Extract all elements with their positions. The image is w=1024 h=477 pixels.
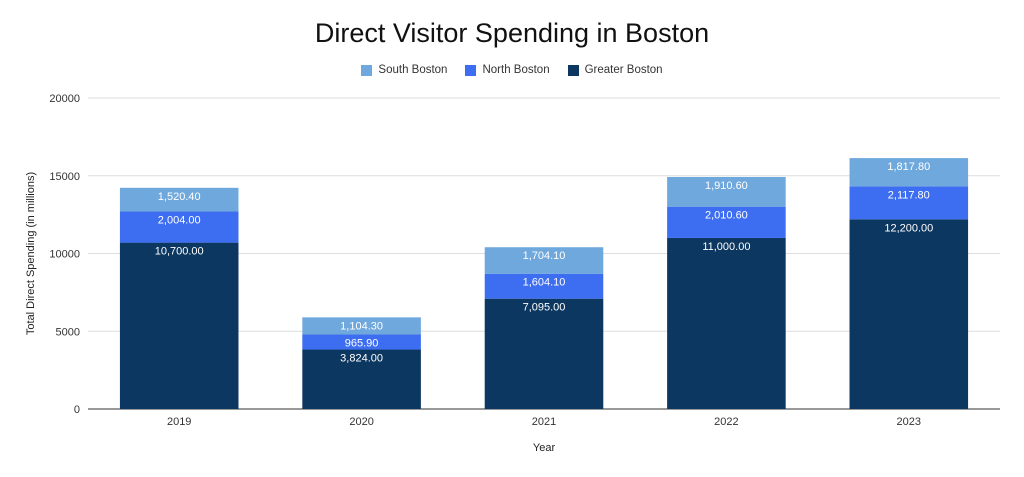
legend-item-greater-boston: Greater Boston bbox=[567, 64, 663, 76]
x-tick-label: 2019 bbox=[167, 416, 191, 428]
data-label-greater-boston: 11,000.00 bbox=[702, 241, 750, 253]
x-tick-label: 2022 bbox=[714, 416, 738, 428]
legend-label-north-boston: North Boston bbox=[482, 64, 550, 76]
legend-label-greater-boston: Greater Boston bbox=[584, 64, 663, 76]
data-label-south-boston: 1,520.40 bbox=[158, 191, 201, 203]
data-label-north-boston: 2,117.80 bbox=[888, 189, 930, 201]
legend-swatch-north-boston bbox=[465, 64, 477, 76]
bar-segment-north-boston bbox=[119, 211, 239, 243]
y-tick-label: 20000 bbox=[49, 93, 80, 105]
bar-segment-greater-boston bbox=[849, 219, 969, 409]
bar-segment-south-boston bbox=[302, 317, 421, 335]
data-label-south-boston: 1,910.60 bbox=[705, 180, 748, 192]
bar-segment-south-boston bbox=[484, 247, 604, 274]
legend-label-south-boston: South Boston bbox=[378, 64, 448, 76]
bar-segment-north-boston bbox=[302, 334, 421, 350]
bar-segment-greater-boston bbox=[119, 242, 239, 409]
legend-swatch-south-boston bbox=[361, 64, 373, 76]
data-label-greater-boston: 12,200.00 bbox=[884, 222, 933, 234]
x-tick-label: 2020 bbox=[349, 416, 373, 428]
data-label-south-boston: 1,104.30 bbox=[340, 320, 383, 332]
legend: South Boston North Boston Greater Boston bbox=[0, 64, 1024, 76]
y-tick-label: 5000 bbox=[56, 326, 80, 338]
chart-title: Direct Visitor Spending in Boston bbox=[314, 18, 710, 48]
data-label-greater-boston: 3,824.00 bbox=[340, 353, 383, 365]
bar-segment-north-boston bbox=[849, 186, 969, 220]
data-label-north-boston: 2,004.00 bbox=[158, 214, 201, 226]
bar-segment-north-boston bbox=[667, 206, 786, 238]
y-axis-title: Total Direct Spending (in millions) bbox=[25, 172, 37, 335]
data-label-north-boston: 1,604.10 bbox=[523, 277, 566, 289]
bar-segment-south-boston bbox=[667, 176, 786, 207]
data-label-south-boston: 1,817.80 bbox=[887, 161, 930, 173]
legend-swatch-greater-boston bbox=[567, 64, 579, 76]
data-label-north-boston: 965.90 bbox=[345, 338, 379, 350]
legend-item-south-boston: South Boston bbox=[361, 64, 447, 76]
y-tick-label: 10000 bbox=[49, 249, 80, 261]
x-tick-label: 2023 bbox=[897, 416, 921, 428]
y-tick-label: 15000 bbox=[49, 171, 80, 183]
data-label-north-boston: 2,010.60 bbox=[705, 210, 748, 222]
legend-item-north-boston: North Boston bbox=[465, 64, 550, 76]
bar-segment-south-boston bbox=[119, 187, 239, 212]
data-label-greater-boston: 7,095.00 bbox=[523, 302, 566, 314]
bar-segment-north-boston bbox=[484, 273, 604, 299]
bar-segment-greater-boston bbox=[484, 298, 604, 409]
x-axis-title: Year bbox=[533, 442, 556, 454]
data-label-south-boston: 1,704.10 bbox=[523, 250, 566, 262]
bar-segment-greater-boston bbox=[302, 349, 421, 409]
bar-segment-greater-boston bbox=[667, 237, 786, 409]
x-tick-label: 2021 bbox=[532, 416, 556, 428]
y-tick-label: 0 bbox=[74, 404, 80, 416]
bar-segment-south-boston bbox=[849, 158, 969, 187]
data-label-greater-boston: 10,700.00 bbox=[155, 246, 204, 258]
